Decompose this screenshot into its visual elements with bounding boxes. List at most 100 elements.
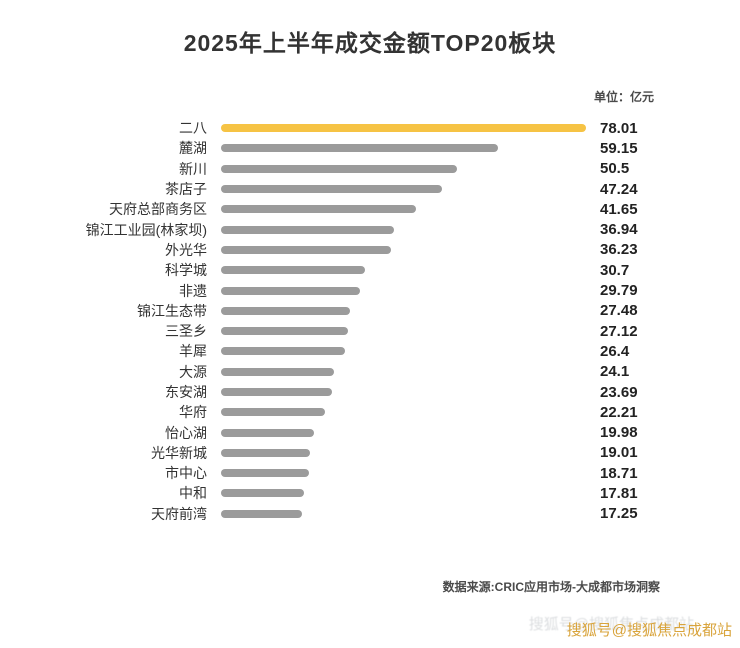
bar-row: 东安湖 23.69: [12, 382, 728, 402]
value-label: 23.69: [600, 383, 638, 401]
bar-row: 天府总部商务区 41.65: [12, 199, 728, 219]
bar: [221, 509, 302, 518]
value-label: 19.01: [600, 444, 638, 462]
bar-row: 怡心湖 19.98: [12, 422, 728, 442]
category-label: 天府总部商务区: [109, 201, 207, 218]
value-label: 29.79: [600, 282, 638, 300]
value-label: 47.24: [600, 180, 638, 198]
category-label: 非遗: [179, 282, 207, 299]
bar-track: [221, 469, 586, 478]
bar-track: [221, 225, 586, 234]
value-label: 50.5: [600, 160, 630, 178]
value-label: 36.94: [600, 221, 638, 239]
bar: [221, 489, 305, 498]
bar: [221, 144, 498, 153]
bar-track: [221, 327, 586, 336]
category-label: 华府: [179, 404, 207, 421]
chart-title: 2025年上半年成交金额TOP20板块: [183, 30, 557, 56]
watermark-text: 搜狐号@搜狐焦点成都站: [566, 622, 732, 639]
bar: [221, 388, 332, 396]
value-label: 19.98: [600, 424, 638, 442]
bar: [221, 327, 348, 336]
bar-track: [221, 306, 586, 315]
bar-row: 天府前湾 17.25: [12, 504, 728, 524]
bar-track: [221, 408, 586, 417]
bar-row: 麓湖 59.15: [12, 138, 728, 158]
bar-track: [221, 245, 586, 254]
category-label: 怡心湖: [165, 424, 207, 441]
category-label: 锦江生态带: [137, 302, 207, 319]
bar: [221, 306, 350, 315]
bar-track: [221, 428, 586, 437]
value-label: 27.12: [600, 322, 638, 340]
data-source: 数据来源:CRIC应用市场-大成都市场洞察: [442, 580, 660, 594]
category-label: 科学城: [165, 262, 207, 279]
category-label: 市中心: [165, 465, 207, 482]
bar: [221, 286, 361, 295]
bar: [221, 205, 416, 214]
bar-track: [221, 347, 586, 356]
bar: [221, 347, 345, 356]
unit-label: 单位：亿元: [593, 90, 654, 104]
bar: [221, 428, 315, 437]
category-label: 东安湖: [165, 384, 207, 400]
value-label: 41.65: [600, 200, 638, 218]
category-label: 光华新城: [151, 444, 207, 461]
bar-row: 非遗 29.79: [12, 280, 728, 300]
bar-row: 华府 22.21: [12, 402, 728, 422]
bar-row: 大源 24.1: [12, 362, 728, 382]
bar-track: [221, 388, 586, 396]
bar-row: 茶店子 47.24: [12, 179, 728, 199]
value-label: 78.01: [600, 119, 638, 137]
bar-track: [221, 205, 586, 214]
bar-row: 锦江生态带 27.48: [12, 301, 728, 321]
bar-track: [221, 164, 586, 173]
category-label: 新川: [179, 160, 207, 177]
bar-row: 外光华 36.23: [12, 240, 728, 260]
value-label: 24.1: [600, 363, 630, 381]
value-label: 17.81: [600, 484, 638, 502]
value-label: 30.7: [600, 261, 630, 279]
value-label: 22.21: [600, 403, 638, 421]
bar-track: [221, 124, 586, 133]
value-label: 36.23: [600, 241, 638, 259]
category-label: 天府前湾: [151, 505, 207, 522]
value-label: 59.15: [600, 139, 638, 157]
category-label: 外光华: [165, 241, 207, 258]
bar-track: [221, 489, 586, 498]
category-label: 锦江工业园(林家坝): [85, 221, 207, 238]
bar: [221, 266, 365, 275]
category-label: 中和: [179, 485, 207, 502]
bar-chart: 二八 78.01 麓湖 59.15 新川 50.5 茶店子 47.24 天府总部商务区 41.65…: [12, 118, 728, 524]
bar: [221, 448, 310, 457]
bar-row: 市中心 18.71: [12, 463, 728, 483]
bar-track: [221, 367, 586, 376]
category-label: 二八: [179, 120, 207, 137]
value-label: 27.48: [600, 302, 638, 320]
category-label: 大源: [179, 363, 207, 380]
bar-row: 科学城 30.7: [12, 260, 728, 280]
bar-track: [221, 286, 586, 295]
category-label: 三圣乡: [165, 323, 207, 340]
bar-track: [221, 448, 586, 457]
bar-row: 锦江工业园(林家坝) 36.94: [12, 219, 728, 239]
bar-row: 二八 78.01: [12, 118, 728, 138]
bar: [221, 164, 458, 173]
value-label: 17.25: [600, 505, 638, 523]
bar: [221, 185, 443, 194]
value-label: 18.71: [600, 464, 638, 482]
bar: [221, 245, 391, 254]
watermark-ghost: 搜狐号@搜狐焦点成都站: [528, 616, 694, 633]
category-label: 茶店子: [165, 181, 207, 198]
bar-track: [221, 144, 586, 153]
bar: [221, 367, 334, 376]
bar-row: 中和 17.81: [12, 483, 728, 503]
category-label: 羊犀: [179, 343, 207, 360]
bar-track: [221, 509, 586, 518]
bar: [221, 225, 394, 234]
bar-track: [221, 266, 586, 275]
category-label: 麓湖: [179, 140, 207, 157]
value-label: 26.4: [600, 342, 630, 360]
bar: [221, 469, 309, 478]
